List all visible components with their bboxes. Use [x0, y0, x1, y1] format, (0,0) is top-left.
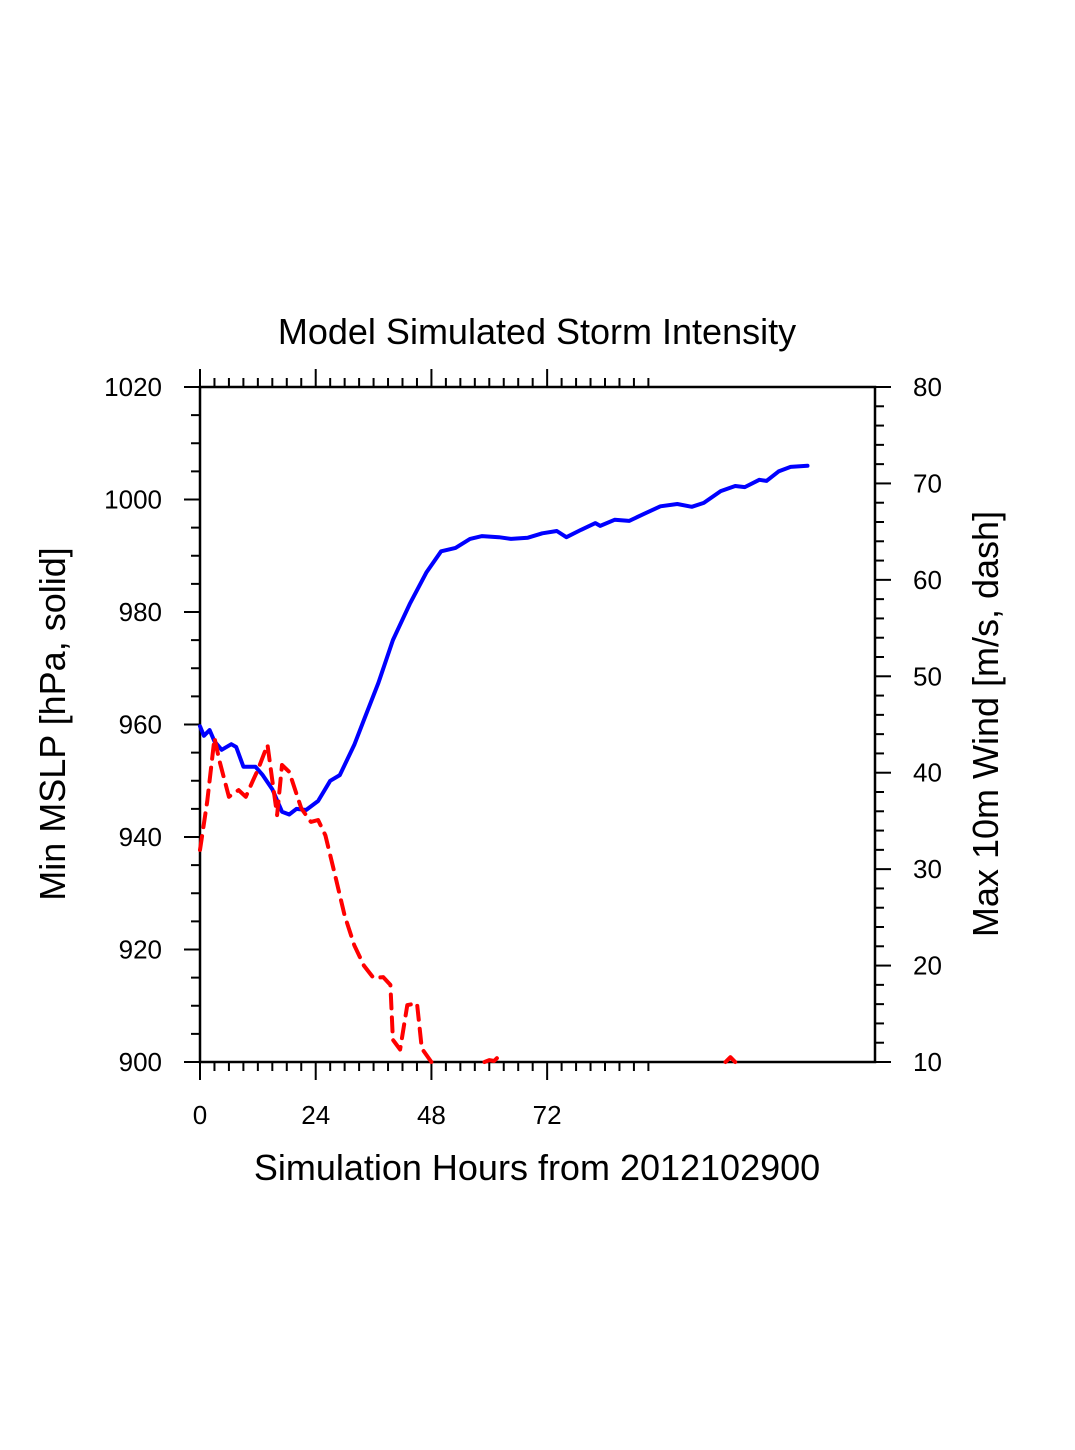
- y-right-tick-label: 10: [913, 1047, 942, 1077]
- max-wind-dashed-line: [198, 736, 434, 1064]
- min-mslp-solid-line: [198, 463, 810, 817]
- series-layer: [198, 463, 810, 1064]
- y-left-tick-label: 980: [119, 597, 162, 627]
- y-left-tick-label: 1000: [104, 485, 162, 515]
- x-tick-label: 0: [193, 1100, 207, 1130]
- y-axis-left-title: Min MSLP [hPa, solid]: [32, 547, 73, 901]
- y-axis-right-title: Max 10m Wind [m/s, dash]: [965, 511, 1006, 937]
- y-right-tick-label: 80: [913, 372, 942, 402]
- y-right-tick-label: 70: [913, 468, 942, 498]
- y-right-tick-label: 50: [913, 661, 942, 691]
- y-right-tick-label: 60: [913, 565, 942, 595]
- max-wind-dashed-line: [723, 1055, 738, 1064]
- x-axis-title: Simulation Hours from 2012102900: [254, 1147, 820, 1188]
- y-left-tick-label: 1020: [104, 372, 162, 402]
- plot-frame: [198, 385, 877, 1064]
- x-tick-label: 72: [533, 1100, 562, 1130]
- y-right-tick-label: 40: [913, 758, 942, 788]
- max-wind-dashed-line: [482, 1054, 506, 1064]
- y-left-tick-label: 920: [119, 935, 162, 965]
- y-left-tick-label: 960: [119, 710, 162, 740]
- tick-labels: 0 24 48 72900920940960980100010201020304050…: [104, 372, 942, 1130]
- y-left-tick-label: 900: [119, 1047, 162, 1077]
- chart-title: Model Simulated Storm Intensity: [278, 311, 796, 352]
- y-right-tick-label: 20: [913, 951, 942, 981]
- x-tick-label: 24: [301, 1100, 330, 1130]
- x-tick-label: 48: [417, 1100, 446, 1130]
- axes: [184, 369, 891, 1080]
- y-left-tick-label: 940: [119, 822, 162, 852]
- y-right-tick-label: 30: [913, 854, 942, 884]
